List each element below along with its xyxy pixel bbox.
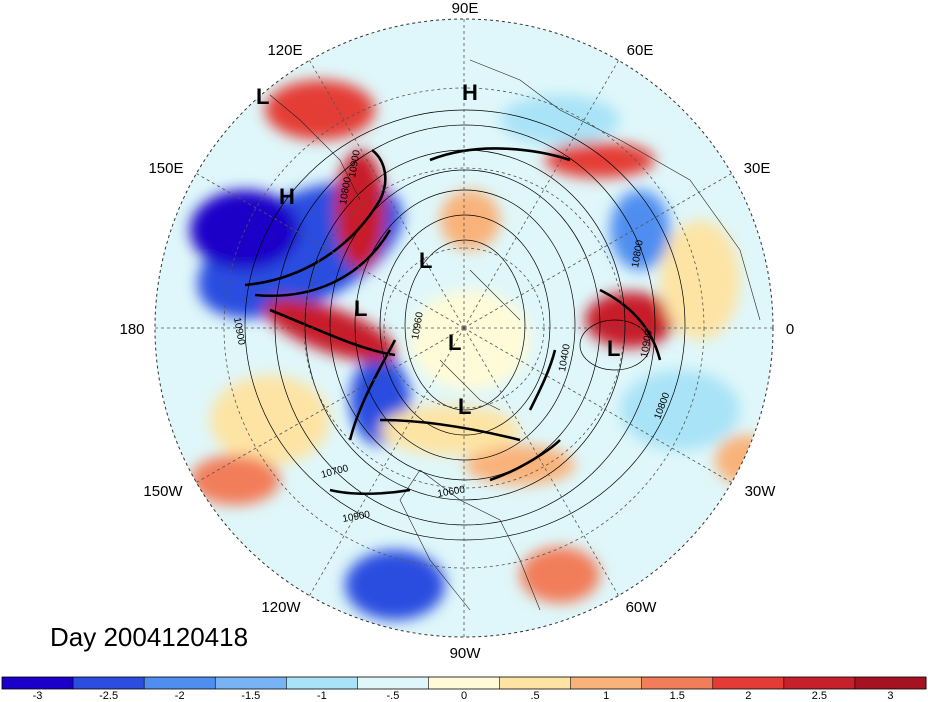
contour-label: 10900 — [342, 509, 372, 525]
colorbar-swatch — [641, 677, 714, 689]
colorbar-swatch — [712, 677, 785, 689]
colorbar-swatch — [2, 677, 74, 689]
colorbar-tick-label: 0 — [461, 690, 467, 702]
lon-label-150e: 150E — [148, 160, 183, 177]
low-center-label: L — [607, 336, 620, 361]
lon-label-150w: 150W — [143, 483, 183, 500]
contour-label: 10900 — [347, 149, 363, 179]
lon-label-30w: 30W — [745, 483, 777, 500]
low-center-label: L — [419, 248, 432, 273]
lon-label-180: 180 — [119, 321, 144, 338]
colorbar-tick-label: 3 — [887, 690, 893, 702]
day-label: Day 2004120418 — [50, 622, 248, 652]
contour-label: 10400 — [557, 343, 573, 373]
contour-label: 10900 — [639, 329, 655, 359]
lon-label-90e: 90E — [452, 0, 479, 17]
low-center-label: L — [354, 296, 367, 321]
lon-label-0: 0 — [786, 321, 794, 338]
lon-label-120w: 120W — [261, 599, 301, 616]
colorbar-tick-label: 2.5 — [812, 690, 827, 702]
colorbar-tick-label: -2.5 — [99, 690, 118, 702]
colorbar-swatch — [286, 677, 358, 689]
colorbar-tick-label: 1 — [603, 690, 609, 702]
contour-label: 10800 — [630, 239, 646, 269]
lon-label-30e: 30E — [744, 160, 771, 177]
low-center-label: L — [458, 394, 471, 419]
contour-label: 10800 — [338, 176, 354, 206]
lon-label-60w: 60W — [626, 599, 658, 616]
low-center-label: L — [256, 84, 269, 109]
map-boundary — [154, 18, 774, 638]
jet-streaks — [244, 147, 662, 496]
colorbar-tick-label: -3 — [33, 690, 43, 702]
low-center-label: L — [448, 330, 461, 355]
colorbar-swatch — [144, 677, 216, 689]
lon-label-90w: 90W — [450, 645, 482, 662]
colorbar-swatch — [499, 677, 572, 689]
colorbar-swatch — [428, 677, 501, 689]
contour-label: 10960 — [410, 311, 426, 341]
colorbar-swatch — [73, 677, 145, 689]
high-center-label: H — [462, 80, 478, 105]
colorbar-tick-label: -1.5 — [241, 690, 260, 702]
lon-label-120e: 120E — [267, 42, 302, 59]
colorbar-tick-label: .5 — [530, 690, 539, 702]
colorbar-swatch — [357, 677, 429, 689]
colorbar-swatch — [783, 677, 856, 689]
colorbar-tick-label: -2 — [175, 690, 185, 702]
lon-label-60e: 60E — [627, 42, 654, 59]
colorbar-swatch — [570, 677, 643, 689]
graticule — [155, 19, 773, 637]
colorbar-tick-label: -.5 — [387, 690, 400, 702]
contour-label: 10900 — [231, 317, 247, 347]
contour-label: 10600 — [437, 484, 467, 500]
colorbar: -3 -2.5 -2 -1.5 -1 -.5 0 .5 1 1.5 2 2.5 3 — [1, 676, 927, 702]
colorbar-swatch — [854, 677, 927, 689]
colorbar-tick-label: 2 — [745, 690, 751, 702]
colorbar-tick-label: -1 — [317, 690, 327, 702]
colorbar-tick-label: 1.5 — [670, 690, 685, 702]
colorbar-swatch — [215, 677, 287, 689]
colorbar-outline — [1, 676, 927, 690]
high-center-label: H — [279, 184, 295, 209]
